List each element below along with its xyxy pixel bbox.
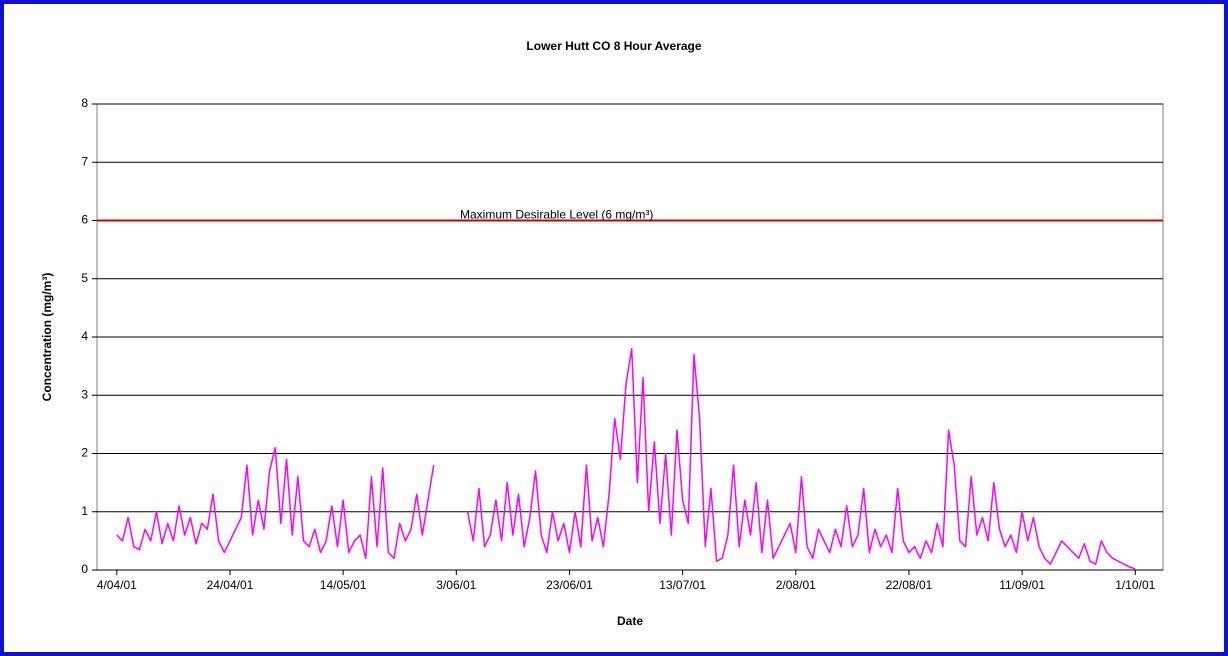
x-tick-label: 2/08/01 [776,578,816,592]
x-tick-label: 1/10/01 [1115,578,1155,592]
y-tick-label: 2 [81,446,88,460]
y-tick-label: 3 [81,387,88,401]
y-tick-label: 6 [81,213,88,227]
y-tick-label: 1 [81,504,88,518]
chart-title: Lower Hutt CO 8 Hour Average [526,39,701,53]
y-tick-label: 5 [81,271,88,285]
x-tick-label: 24/04/01 [207,578,254,592]
x-tick-label: 4/04/01 [97,578,137,592]
y-tick-label: 0 [81,562,88,576]
y-axis-label: Concentration (mg/m³) [40,273,54,402]
x-axis-label: Date [617,614,643,628]
x-tick-label: 13/07/01 [659,578,706,592]
y-tick-label: 8 [81,96,88,110]
x-tick-label: 3/06/01 [436,578,476,592]
x-tick-label: 22/08/01 [886,578,933,592]
y-tick-label: 4 [81,329,88,343]
x-tick-label: 14/05/01 [320,578,367,592]
y-tick-label: 7 [81,154,88,168]
x-tick-label: 11/09/01 [999,578,1045,592]
x-tick-label: 23/06/01 [546,578,593,592]
reference-label: Maximum Desirable Level (6 mg/m³) [460,208,653,222]
data-line [116,347,1136,570]
